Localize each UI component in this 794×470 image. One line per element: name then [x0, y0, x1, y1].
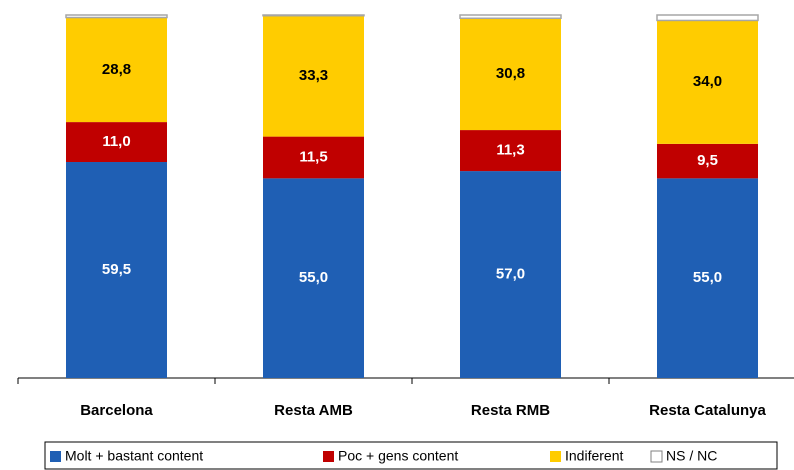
bar-segment	[66, 17, 167, 123]
legend-label: Molt + bastant content	[65, 448, 203, 464]
x-tick-label: Resta Catalunya	[649, 402, 766, 419]
bar-segment	[66, 122, 167, 163]
legend-label: NS / NC	[666, 448, 717, 464]
legend-swatch	[650, 450, 663, 463]
x-tick-label: Resta AMB	[274, 402, 353, 419]
bar-segment	[657, 20, 758, 144]
value-label: 57,0	[496, 266, 525, 283]
value-label: 11,3	[496, 142, 524, 159]
bar-segment	[262, 14, 365, 17]
bar-segment	[460, 18, 561, 131]
value-label: 55,0	[693, 269, 722, 286]
value-label: 9,5	[697, 152, 718, 169]
bar-segment	[65, 14, 168, 19]
x-tick-label: Resta RMB	[471, 402, 550, 419]
legend-swatch	[50, 451, 61, 462]
legend-label: Poc + gens content	[338, 448, 458, 464]
bar-segment	[263, 178, 364, 378]
bar-segment	[656, 14, 759, 22]
value-label: 55,0	[299, 269, 328, 286]
value-label: 33,3	[299, 67, 328, 84]
bar-segment	[66, 162, 167, 378]
bar-segment	[460, 130, 561, 172]
bar-segment	[460, 171, 561, 378]
value-label: 30,8	[496, 65, 525, 82]
bar-segment	[459, 14, 562, 20]
value-label: 34,0	[693, 73, 722, 90]
legend-swatch	[323, 451, 334, 462]
x-tick-label: Barcelona	[80, 402, 153, 419]
legend-label: Indiferent	[565, 448, 623, 464]
value-label: 11,5	[299, 148, 327, 165]
legend-swatch	[550, 451, 561, 462]
bar-segment	[657, 143, 758, 179]
value-label: 59,5	[102, 261, 131, 278]
bar-segment	[657, 178, 758, 378]
value-label: 28,8	[102, 61, 131, 78]
value-label: 11,0	[102, 133, 130, 150]
bar-segment	[263, 15, 364, 137]
bar-segment	[263, 136, 364, 179]
